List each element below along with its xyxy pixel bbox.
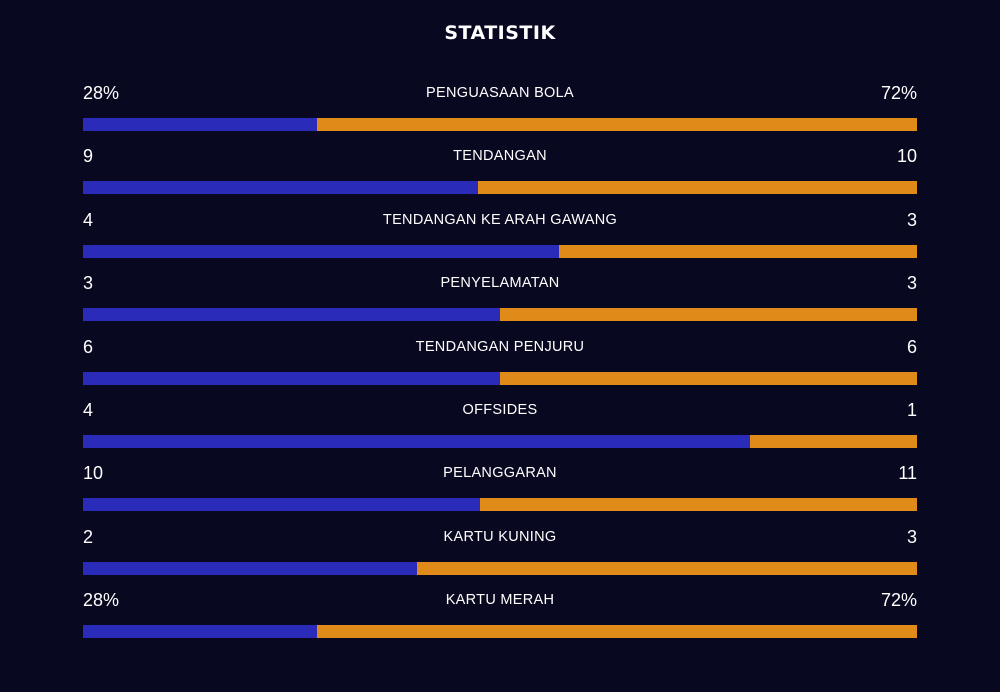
stat-row-tendangan-penjuru: 6 TENDANGAN PENJURU 6 xyxy=(83,334,917,397)
home-bar-segment xyxy=(83,434,751,448)
home-value: 28% xyxy=(83,83,120,103)
stat-label: KARTU MERAH xyxy=(445,592,555,609)
comparison-bar xyxy=(83,181,917,195)
stat-row-offsides: 4 OFFSIDES 1 xyxy=(83,397,917,460)
away-value: 72% xyxy=(880,590,917,611)
stat-label: TENDANGAN PENJURU xyxy=(415,338,585,355)
away-bar-segment xyxy=(750,434,917,448)
away-bar-segment xyxy=(316,118,917,131)
home-value: 6 xyxy=(83,336,94,357)
away-value: 1 xyxy=(906,399,917,420)
home-value: 4 xyxy=(83,399,94,420)
home-value: 9 xyxy=(83,146,94,167)
page-title: STATISTIK xyxy=(444,22,556,44)
away-value: 10 xyxy=(896,146,917,167)
stats-list: 28% PENGUASAAN BOLA 72% 9 TENDANGAN 10 4… xyxy=(83,80,917,651)
stat-row-pelanggaran: 10 PELANGGARAN 11 xyxy=(83,460,917,523)
stat-row-kartu-kuning: 2 KARTU KUNING 3 xyxy=(83,524,917,587)
stat-label: TENDANGAN xyxy=(453,148,547,165)
comparison-bar xyxy=(83,625,917,639)
away-value: 3 xyxy=(906,526,917,547)
comparison-bar xyxy=(83,244,917,258)
stat-row-kartu-merah: 28% KARTU MERAH 72% xyxy=(83,587,917,650)
home-bar-segment xyxy=(83,244,560,258)
comparison-bar xyxy=(83,561,917,575)
stat-row-penyelamatan: 3 PENYELAMATAN 3 xyxy=(83,270,917,333)
home-value: 3 xyxy=(83,273,94,294)
away-value: 72% xyxy=(880,83,917,103)
away-bar-segment xyxy=(478,181,917,195)
away-value: 3 xyxy=(906,273,917,294)
away-value: 11 xyxy=(898,463,917,484)
away-value: 6 xyxy=(906,336,917,357)
stat-label: OFFSIDES xyxy=(462,401,538,418)
away-bar-segment xyxy=(479,498,917,512)
stat-row-tendangan: 9 TENDANGAN 10 xyxy=(83,143,917,206)
home-bar-segment xyxy=(83,308,500,322)
away-bar-segment xyxy=(416,561,917,575)
home-value: 10 xyxy=(83,463,104,484)
stat-label: PENYELAMATAN xyxy=(440,275,560,292)
home-bar-segment xyxy=(83,118,317,131)
away-bar-segment xyxy=(559,244,917,258)
home-bar-segment xyxy=(83,181,479,195)
home-value: 28% xyxy=(83,590,120,611)
home-bar-segment xyxy=(83,371,500,385)
stat-label: PENGUASAAN BOLA xyxy=(426,85,574,101)
home-bar-segment xyxy=(83,625,317,639)
away-bar-segment xyxy=(500,371,917,385)
stat-label: TENDANGAN KE ARAH GAWANG xyxy=(382,211,618,228)
home-value: 4 xyxy=(83,209,94,230)
stat-label: KARTU KUNING xyxy=(443,528,557,545)
comparison-bar xyxy=(83,371,917,385)
comparison-bar xyxy=(83,434,917,448)
away-bar-segment xyxy=(500,308,917,322)
away-bar-segment xyxy=(316,625,917,639)
home-bar-segment xyxy=(83,498,480,512)
away-value: 3 xyxy=(906,209,917,230)
comparison-bar xyxy=(83,498,917,512)
stat-label: PELANGGARAN xyxy=(443,465,557,482)
stat-row-tendangan-ke-arah-gawang: 4 TENDANGAN KE ARAH GAWANG 3 xyxy=(83,207,917,270)
comparison-bar xyxy=(83,308,917,322)
comparison-bar xyxy=(83,118,917,131)
stat-row-penguasaan-bola: 28% PENGUASAAN BOLA 72% xyxy=(83,80,917,143)
home-value: 2 xyxy=(83,526,94,547)
home-bar-segment xyxy=(83,561,417,575)
